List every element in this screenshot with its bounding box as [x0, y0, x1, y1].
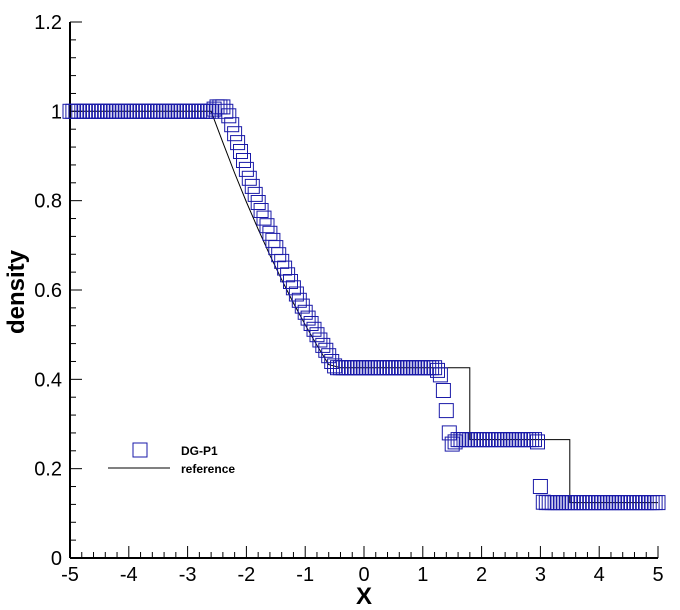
x-tick-label: 5 [652, 564, 663, 586]
y-tick-label: 0 [51, 548, 62, 570]
dg-p1-point [221, 108, 237, 124]
dg-p1-point [203, 103, 219, 119]
dg-p1-point [315, 337, 331, 353]
dg-p1-point [233, 144, 248, 159]
dg-p1-point [253, 203, 269, 218]
dg-p1-point [438, 403, 454, 419]
dg-p1-point [224, 117, 240, 133]
legend: DG-P1 reference [108, 442, 235, 476]
y-tick-label: 0.2 [34, 459, 62, 481]
dg-p1-point [324, 354, 340, 369]
dg-p1-point [256, 210, 272, 226]
dg-p1-point [309, 327, 325, 343]
dg-p1-point [206, 101, 222, 117]
dg-p1-point [527, 432, 542, 448]
y-tick-label: 1 [51, 101, 62, 123]
y-tick-label: 1.2 [34, 12, 62, 34]
ticks: -5 -4 -3 -2 -1 0 1 2 3 4 5 0 0.2 0.4 0.6 0.8 1 1.2 [34, 12, 663, 586]
dg-p1-point [291, 292, 307, 308]
x-tick-label: -3 [179, 564, 197, 586]
x-tick-label: 1 [417, 564, 428, 586]
x-tick-label: -4 [120, 564, 138, 586]
x-tick-label: -1 [296, 564, 314, 586]
dg-p1-point [247, 186, 263, 202]
dg-p1-point [285, 280, 301, 296]
x-tick-label: 3 [535, 564, 546, 586]
dg-p1-point [241, 170, 257, 186]
dg-p1-point [244, 178, 260, 194]
dg-p1-point [227, 126, 243, 142]
dg-p1-point [530, 434, 545, 450]
legend-label-reference: reference [181, 462, 235, 476]
series-layer [62, 99, 666, 511]
dg-p1-point [250, 195, 266, 210]
x-tick-label: -2 [238, 564, 256, 586]
x-tick-label: 2 [476, 564, 487, 586]
y-tick-label: 0.4 [34, 369, 62, 391]
dg-p1-point [288, 286, 304, 302]
dg-p1-point [218, 103, 234, 119]
dg-p1-point [230, 135, 246, 151]
dg-p1-point [259, 218, 275, 234]
y-axis-title: density [3, 249, 30, 334]
y-tick-label: 0.6 [34, 280, 62, 302]
reference-line [70, 110, 658, 504]
dg-p1-point [303, 316, 319, 331]
x-tick-label: 0 [358, 564, 369, 586]
dg-p1-point [215, 99, 231, 115]
dg-p1-point [435, 383, 451, 398]
dg-p1-point [321, 348, 337, 364]
dg-p1-point [430, 362, 445, 378]
dg-p1-point [236, 153, 251, 168]
dg-p1-point [432, 367, 448, 383]
dg-p1-point [327, 358, 343, 374]
dg-p1-point [283, 274, 298, 289]
x-tick-label: 4 [594, 564, 605, 586]
dg-p1-point [238, 161, 254, 177]
dg-p1-point [532, 479, 548, 494]
dg-p1-point [312, 332, 328, 348]
dg-p1-point [318, 342, 334, 358]
dg-p1-point [447, 434, 463, 450]
x-axis-title: X [356, 583, 372, 610]
y-tick-label: 0.8 [34, 191, 62, 213]
legend-marker-dg-p1 [132, 442, 148, 458]
legend-label-dg-p1: DG-P1 [181, 444, 218, 458]
dg-p1-point [444, 436, 460, 452]
dg-p1-point [294, 298, 310, 314]
dg-p1-point [297, 304, 313, 320]
dg-p1-point [300, 310, 316, 326]
x-tick-label: -5 [61, 564, 79, 586]
dg-p1-point [306, 321, 322, 337]
dg-p1-point [650, 495, 666, 511]
